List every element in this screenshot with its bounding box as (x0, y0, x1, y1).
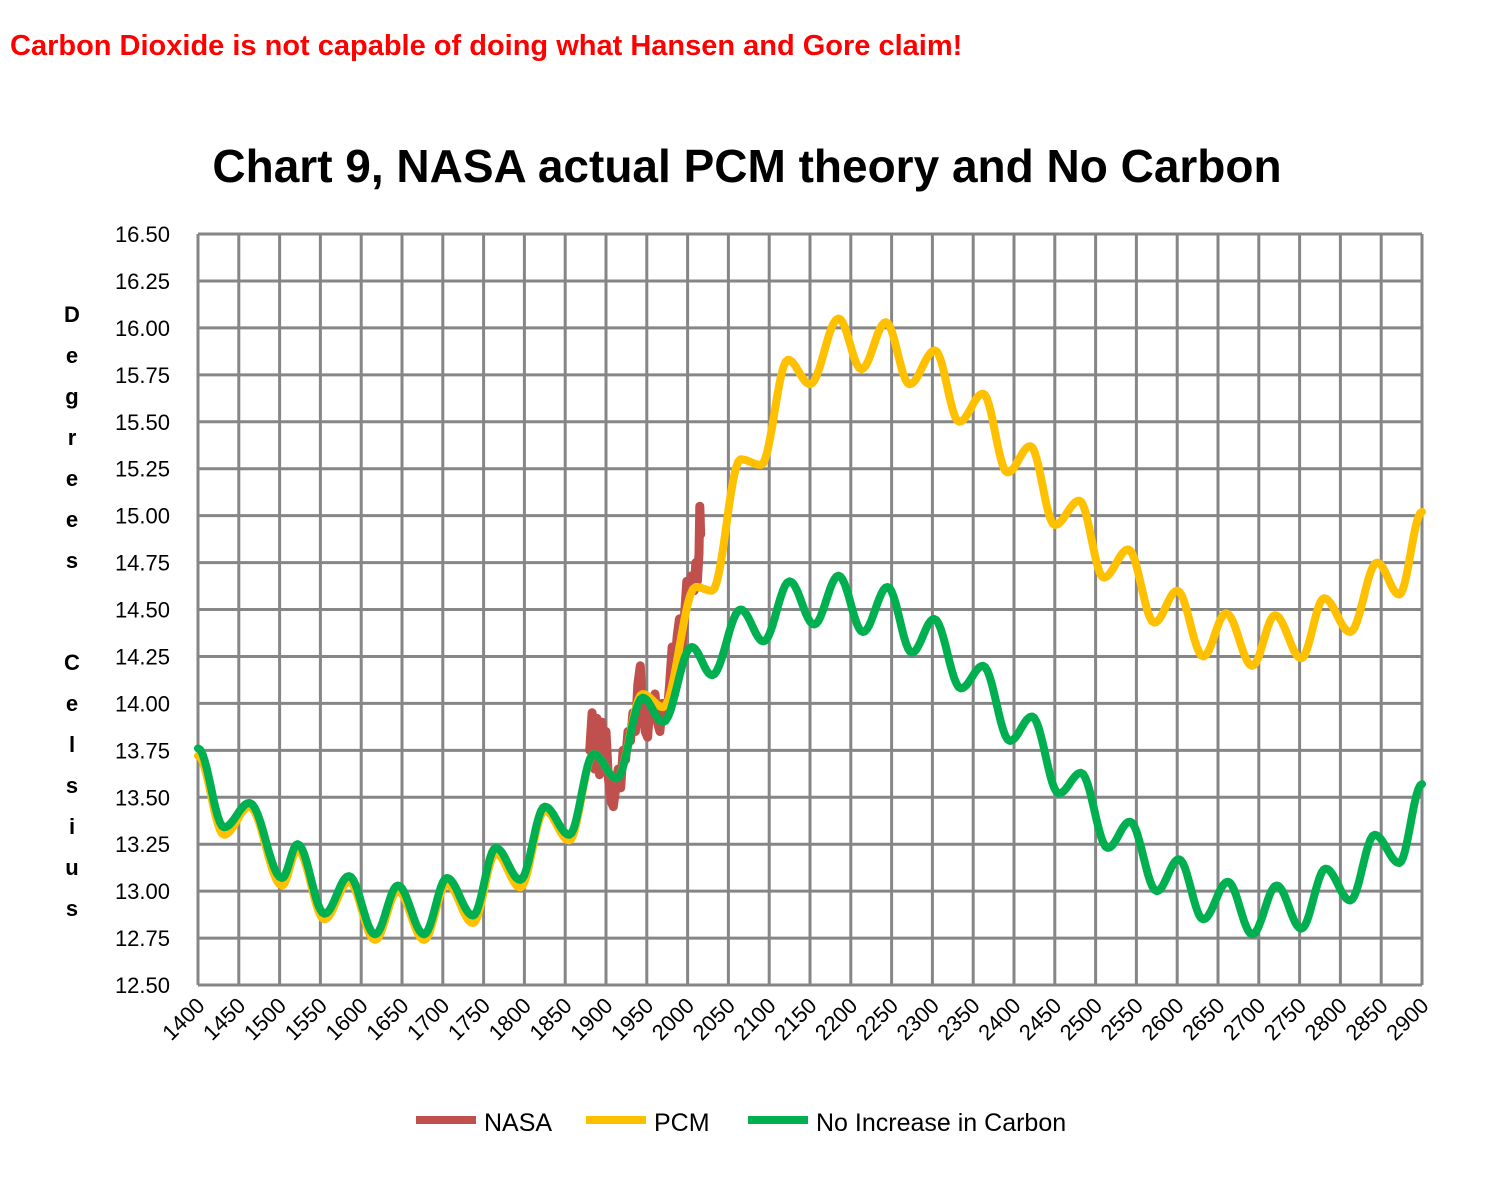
y-tick-label: 13.75 (115, 738, 170, 763)
x-tick-label: 1750 (443, 993, 495, 1045)
x-tick-label: 1450 (198, 993, 250, 1045)
legend: NASA PCM No Increase in Carbon (416, 1109, 1066, 1137)
x-tick-label: 1400 (157, 993, 209, 1045)
x-tick-label: 1650 (361, 993, 413, 1045)
x-tick-label: 2850 (1340, 993, 1392, 1045)
series-lines (194, 314, 1426, 944)
y-tick-label: 15.25 (115, 457, 170, 482)
legend-label: No Increase in Carbon (816, 1109, 1066, 1137)
y-tick-label: 16.25 (115, 269, 170, 294)
y-tick-label: 14.50 (115, 598, 170, 623)
y-tick-label: 13.25 (115, 832, 170, 857)
x-axis-ticks: 1400145015001550160016501700175018001850… (157, 993, 1433, 1045)
x-tick-label: 2750 (1259, 993, 1311, 1045)
y-axis-label-letter: e (66, 343, 78, 368)
y-axis-label-letter: s (66, 548, 78, 573)
legend-label: PCM (654, 1109, 710, 1137)
x-tick-label: 1700 (402, 993, 454, 1045)
x-tick-label: 2450 (1014, 993, 1066, 1045)
y-tick-label: 14.00 (115, 691, 170, 716)
x-tick-label: 2500 (1055, 993, 1107, 1045)
y-tick-label: 15.50 (115, 410, 170, 435)
y-axis-label-letter: r (68, 425, 77, 450)
y-tick-label: 13.50 (115, 785, 170, 810)
y-axis-label-letter: g (65, 384, 78, 409)
y-tick-label: 15.75 (115, 363, 170, 388)
x-tick-label: 1800 (484, 993, 536, 1045)
y-axis-ticks: 12.50 12.75 13.00 13.25 13.50 13.75 14.00 14.25… (115, 222, 170, 998)
y-axis-label-letter: s (66, 773, 78, 798)
y-axis-label-letter: e (66, 466, 78, 491)
y-axis-label-letter: l (69, 732, 75, 757)
x-tick-label: 2350 (932, 993, 984, 1045)
x-tick-label: 2400 (973, 993, 1025, 1045)
y-tick-label: 14.25 (115, 644, 170, 669)
x-tick-label: 2100 (728, 993, 780, 1045)
y-axis-label-letter: s (66, 896, 78, 921)
x-tick-label: 2150 (769, 993, 821, 1045)
y-tick-label: 16.50 (115, 222, 170, 247)
y-tick-label: 14.75 (115, 551, 170, 576)
y-axis-label-letter: D (64, 302, 80, 327)
y-tick-label: 13.00 (115, 879, 170, 904)
y-tick-label: 12.75 (115, 926, 170, 951)
x-tick-label: 2250 (851, 993, 903, 1045)
y-axis-label-letter: u (65, 855, 78, 880)
x-tick-label: 2050 (688, 993, 740, 1045)
x-tick-label: 2650 (1177, 993, 1229, 1045)
x-tick-label: 1550 (280, 993, 332, 1045)
legend-label: NASA (484, 1109, 552, 1137)
x-tick-label: 1600 (320, 993, 372, 1045)
y-axis-label-letter: e (66, 691, 78, 716)
x-tick-label: 2700 (1218, 993, 1270, 1045)
y-tick-label: 16.00 (115, 316, 170, 341)
y-tick-label: 15.00 (115, 504, 170, 529)
x-tick-label: 2200 (810, 993, 862, 1045)
x-tick-label: 2600 (1136, 993, 1188, 1045)
x-tick-label: 1950 (606, 993, 658, 1045)
x-tick-label: 1500 (239, 993, 291, 1045)
x-tick-label: 2000 (647, 993, 699, 1045)
x-tick-label: 1850 (524, 993, 576, 1045)
x-tick-label: 2300 (892, 993, 944, 1045)
x-tick-label: 2800 (1300, 993, 1352, 1045)
x-tick-label: 1900 (565, 993, 617, 1045)
x-tick-label: 2900 (1381, 993, 1433, 1045)
series-line-no-increase-in-carbon (194, 571, 1426, 939)
y-axis-label-letter: C (64, 650, 80, 675)
x-tick-label: 2550 (1096, 993, 1148, 1045)
y-tick-label: 12.50 (115, 973, 170, 998)
headline-claim: Carbon Dioxide is not capable of doing w… (10, 30, 963, 62)
chart-title: Chart 9, NASA actual PCM theory and No C… (212, 140, 1281, 192)
y-axis-label-letter: e (66, 507, 78, 532)
grid (196, 232, 1424, 987)
y-axis-label-letter: i (69, 814, 75, 839)
series-line-nasa (585, 501, 706, 812)
